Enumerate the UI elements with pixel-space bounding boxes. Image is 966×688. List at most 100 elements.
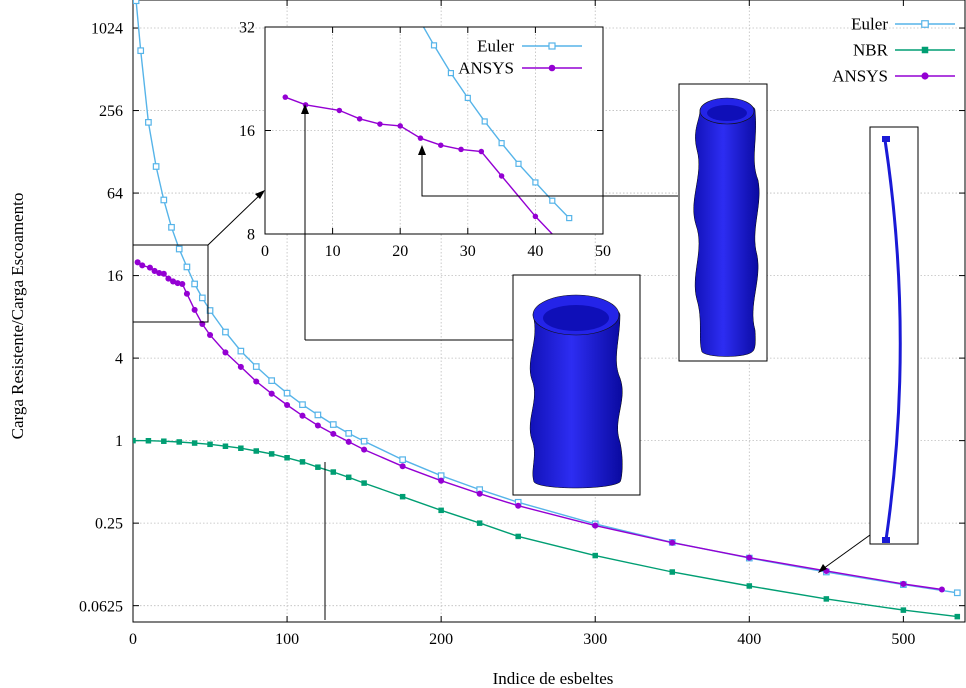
main-data-point-euler [206, 307, 214, 314]
main-data-point-euler [198, 294, 206, 302]
main-data-point-euler [175, 245, 183, 253]
main-y-tick-label: 16 [107, 268, 123, 285]
inset-data-point-euler [549, 197, 556, 204]
inset-data-point-ansys [498, 173, 505, 179]
main-data-point-ansys [179, 280, 186, 287]
main-legend-label: ANSYS [832, 67, 888, 86]
inset-legend-item-ansys: ANSYS [458, 59, 582, 78]
inset-data-point-ansys [336, 107, 343, 114]
main-data-point-nbr [176, 439, 182, 445]
medium-column-shape [693, 102, 760, 357]
main-data-point-euler [283, 389, 291, 397]
main-data-point-ansys [268, 390, 275, 397]
zoom-connector-line [207, 191, 264, 246]
main-data-point-nbr [345, 474, 352, 481]
inset-data-point-euler [515, 160, 522, 167]
distortional-pointer-line [421, 152, 678, 197]
main-series-ansys [134, 259, 945, 593]
inset-y-tick-label: 16 [239, 123, 255, 140]
main-data-point-euler [329, 421, 337, 428]
main-data-point-nbr [399, 493, 406, 500]
main-plot-area: 0 100 200 300 400 5000.06250.251416642561024 … [8, 0, 966, 688]
main-data-point-ansys [139, 262, 146, 269]
main-legend-item-euler: Euler [851, 15, 955, 34]
main-data-point-ansys [746, 554, 753, 561]
main-data-point-euler [360, 437, 368, 445]
inset-x-tick-label: 0 [261, 243, 269, 260]
main-data-point-nbr [253, 448, 260, 454]
main-legend-label: NBR [853, 41, 889, 60]
fem-model-images [512, 83, 919, 545]
main-data-point-euler [191, 280, 198, 288]
main-data-point-nbr [361, 480, 367, 486]
main-data-point-euler [268, 377, 276, 384]
slender-column-model-image [869, 126, 919, 545]
short-column-shape [529, 303, 623, 489]
main-data-point-ansys [284, 401, 291, 409]
inset-data-point-euler [415, 13, 420, 18]
main-data-point-nbr [299, 459, 306, 465]
inset-data-point-euler [532, 179, 539, 186]
main-legend-marker [921, 72, 929, 80]
main-y-tick-label: 1 [115, 433, 123, 450]
main-data-point-ansys [146, 264, 153, 271]
main-data-point-euler [137, 47, 145, 55]
main-series-group [133, 0, 961, 620]
inset-data-point-ansys [532, 213, 539, 220]
slender-column-shape [883, 139, 902, 541]
annotations [132, 190, 871, 620]
main-data-point-euler [145, 118, 152, 126]
main-x-tick-label: 0 [129, 631, 137, 648]
inset-data-point-ansys [458, 146, 464, 153]
main-data-point-ansys [314, 422, 321, 429]
inset-chart: 0 10 20 30 40 50 8 16 32 Euler ANSYS [239, 13, 678, 341]
inset-data-point-ansys [377, 121, 383, 127]
main-data-point-euler [299, 401, 306, 409]
inset-data-point-ansys [478, 148, 485, 155]
main-data-point-ansys [151, 267, 158, 274]
inset-series-euler [415, 13, 573, 222]
main-data-point-nbr [133, 437, 136, 444]
main-data-point-ansys [669, 539, 676, 546]
main-data-point-euler [399, 456, 406, 464]
inset-series-ansys [282, 94, 554, 234]
main-data-point-nbr [161, 438, 167, 444]
short-column-top-opening [543, 305, 609, 331]
inset-legend-marker [548, 64, 556, 72]
main-data-point-nbr [315, 464, 321, 470]
main-data-point-euler [437, 472, 445, 480]
zoom-connector-arrowhead [255, 190, 265, 199]
main-y-tick-label: 0.25 [95, 516, 123, 533]
inset-data-point-ansys [438, 142, 444, 148]
main-grid [133, 0, 965, 622]
inset-data-point-ansys [417, 135, 424, 141]
main-data-point-nbr [284, 455, 290, 461]
inset-x-tick-label: 40 [527, 243, 543, 260]
short-column-model-image [512, 274, 641, 496]
main-data-point-ansys [330, 430, 337, 437]
inset-data-point-euler [464, 94, 471, 102]
inset-legend: Euler ANSYS [458, 37, 582, 78]
main-data-point-ansys [222, 349, 229, 356]
medium-column-top-opening [707, 105, 747, 121]
main-x-tick-label: 500 [891, 631, 915, 648]
inset-x-tick-label: 10 [325, 243, 341, 260]
main-data-point-ansys [207, 331, 214, 338]
main-data-point-nbr [954, 613, 961, 620]
main-data-point-nbr [207, 441, 213, 448]
main-data-point-nbr [268, 451, 275, 457]
main-data-point-ansys [476, 490, 483, 497]
main-data-point-nbr [900, 607, 907, 613]
main-data-point-ansys [165, 275, 172, 282]
main-y-tick-label: 0.0625 [79, 598, 123, 615]
main-data-point-nbr [746, 583, 753, 589]
inset-legend-item-euler: Euler [477, 37, 582, 56]
main-data-point-ansys [938, 586, 945, 593]
slender-pointer-arrowhead [818, 564, 827, 573]
main-data-point-euler [133, 0, 140, 5]
inset-data-point-euler [498, 140, 505, 147]
main-data-point-ansys [900, 580, 907, 587]
main-data-point-nbr [191, 440, 198, 446]
main-data-point-nbr [669, 569, 676, 575]
main-data-point-euler [237, 347, 245, 355]
